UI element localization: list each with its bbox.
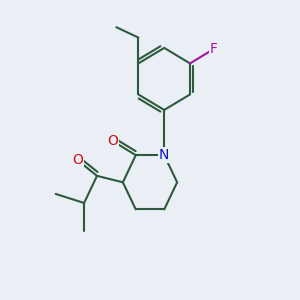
- Text: F: F: [209, 42, 217, 56]
- Text: O: O: [72, 153, 83, 167]
- Text: O: O: [107, 134, 118, 148]
- Text: N: N: [159, 148, 169, 162]
